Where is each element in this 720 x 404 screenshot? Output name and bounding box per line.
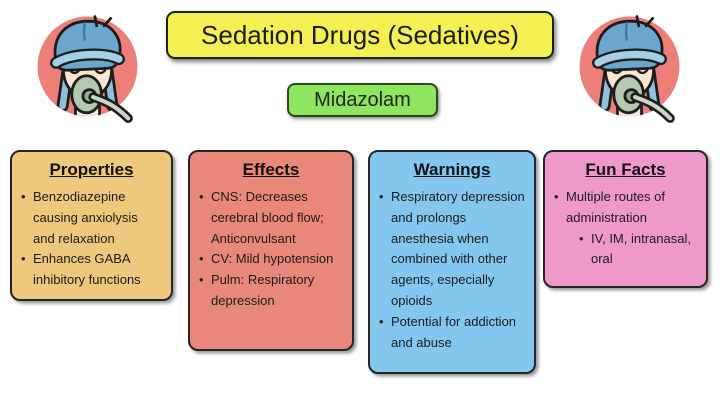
bullet-item: CV: Mild hypotension [198,249,344,270]
cap-fold-line [82,21,86,41]
sub-bullet-list: IV, IM, intranasal, oral [578,229,698,271]
cap-fold-line [624,21,628,41]
bullet-list: CNS: Decreases cerebral blood flow; Anti… [198,187,344,312]
bullet-text: Respiratory depression and prolongs anes… [391,189,525,308]
card-fun-facts: Fun Facts Multiple routes of administrat… [543,150,708,288]
card-effects: Effects CNS: Decreases cerebral blood fl… [188,150,354,351]
bullet-item: CNS: Decreases cerebral blood flow; Anti… [198,187,344,249]
cap-knot [93,15,113,28]
bullet-list: Multiple routes of administration IV, IM… [553,187,698,270]
bullet-item: Respiratory depression and prolongs anes… [378,187,526,312]
bullet-item: Pulm: Respiratory depression [198,270,344,312]
bullet-list: Respiratory depression and prolongs anes… [378,187,526,353]
sedated-patient-icon [574,11,685,123]
card-title: Fun Facts [585,160,666,179]
card-title: Properties [49,160,134,179]
bullet-text: Enhances GABA inhibitory functions [33,251,141,288]
page-title: Sedation Drugs (Sedatives) [166,11,554,59]
closed-eye [636,69,649,75]
bullet-text: IV, IM, intranasal, oral [591,230,691,267]
sedated-patient-graphic [37,15,138,123]
bullet-item: Multiple routes of administration IV, IM… [553,187,698,270]
drug-name-text: Midazolam [314,88,411,111]
closed-eye [610,69,623,75]
card-title: Effects [242,160,300,179]
closed-eye [68,69,81,75]
bullet-text: Pulm: Respiratory depression [211,272,315,308]
cap-knot [635,15,655,28]
breathing-tube [90,94,131,121]
card-title: Warnings [413,160,491,179]
closed-eye [94,69,107,75]
bullet-item: Enhances GABA inhibitory functions [20,249,163,291]
bullet-text: CNS: Decreases cerebral blood flow; Anti… [211,189,324,246]
breathing-tube [632,94,673,121]
bullet-item: Potential for addiction and abuse [378,312,526,354]
bullet-list: Benzodiazepine causing anxiolysis and re… [20,187,163,291]
sedated-patient-graphic [579,15,680,123]
bullet-text: Benzodiazepine causing anxiolysis and re… [33,189,138,246]
page-title-text: Sedation Drugs (Sedatives) [201,19,519,50]
card-properties: Properties Benzodiazepine causing anxiol… [10,150,173,301]
cap-band [52,50,123,67]
bullet-text: CV: Mild hypotension [211,251,334,267]
bullet-text: Multiple routes of administration [566,189,665,225]
sub-bullet-item: IV, IM, intranasal, oral [578,229,698,271]
sedated-patient-icon [32,11,143,123]
bullet-text: Potential for addiction and abuse [391,313,517,350]
card-warnings: Warnings Respiratory depression and prol… [368,150,536,374]
cap-band [594,50,665,67]
bullet-item: Benzodiazepine causing anxiolysis and re… [20,187,163,249]
drug-name-badge: Midazolam [287,83,438,117]
